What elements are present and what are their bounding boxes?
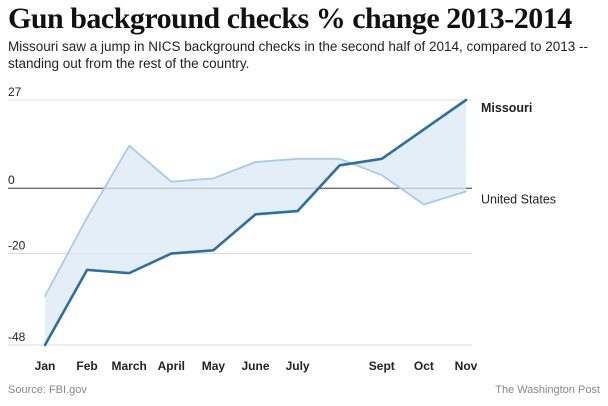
series-labels: Missouri United States [481, 101, 556, 206]
chart-subtitle: Missouri saw a jump in NICS background c… [8, 39, 589, 71]
x-tick-label: Sept [369, 359, 395, 373]
x-tick-label: Jan [35, 359, 56, 373]
credit-note: The Washington Post [495, 384, 600, 396]
y-tick-label: 27 [8, 85, 22, 99]
y-tick-label: 0 [8, 173, 15, 187]
area-between-series [45, 100, 466, 345]
x-axis: Jan Feb March April May June July Sept Oct Nov [35, 359, 478, 373]
x-tick-label: May [202, 359, 226, 373]
series-line-united-states [44, 144, 467, 297]
series-label-missouri: Missouri [481, 101, 532, 115]
y-tick-label: -48 [8, 330, 26, 344]
y-axis: 27 0 -20 -48 [8, 85, 26, 344]
x-tick-label: March [112, 359, 147, 373]
x-tick-label: Oct [414, 359, 434, 373]
x-tick-label: July [286, 359, 310, 373]
series-line-missouri [43, 98, 468, 347]
x-tick-label: Nov [455, 359, 478, 373]
x-tick-label: Feb [76, 359, 97, 373]
y-tick-label: -20 [8, 239, 26, 253]
source-note: Source: FBI.gov [8, 384, 87, 396]
chart-title: Gun background checks % change 2013-2014 [8, 2, 572, 35]
line-layer [43, 98, 468, 347]
x-tick-label: June [241, 359, 269, 373]
x-tick-label: April [158, 359, 185, 373]
series-label-united-states: United States [481, 192, 556, 206]
